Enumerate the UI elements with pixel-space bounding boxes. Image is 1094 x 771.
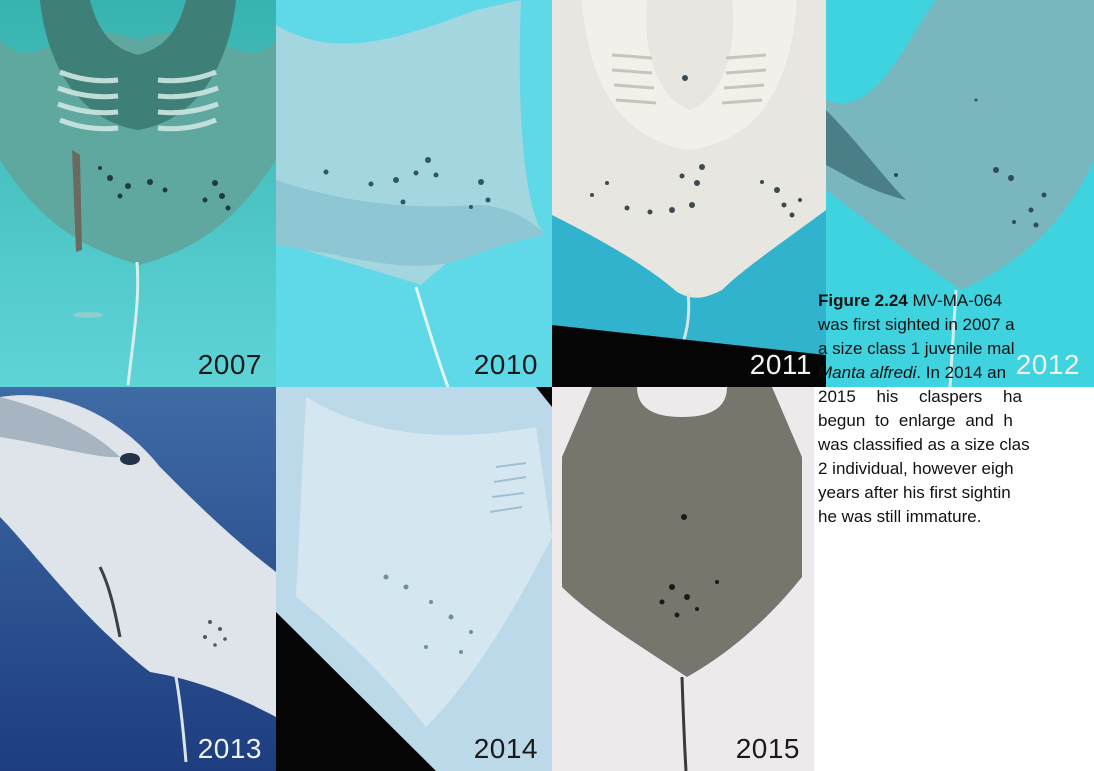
manta-ray-photo (0, 0, 276, 387)
photo-panel-2012: 2012 (826, 0, 1094, 387)
caption-line: begun to enlarge and h (818, 411, 1013, 430)
photo-panel-2014: 2014 (276, 387, 552, 771)
caption-line: 2 individual, however eigh (818, 459, 1014, 478)
manta-ray-photo (552, 387, 814, 771)
caption-line: he was still immature. (818, 507, 982, 526)
year-label: 2010 (473, 349, 538, 380)
photo-panel-2007: 2007 (0, 0, 276, 387)
manta-ray-photo (552, 0, 826, 387)
photo-panel-2015: 2015 (552, 387, 814, 771)
manta-ray-photo (0, 387, 276, 771)
manta-ray-photo (826, 0, 1094, 387)
photo-panel-2011: 2011 (552, 0, 826, 387)
figure-caption: Figure 2.24 MV-MA-064 was first sighted … (818, 289, 1090, 529)
caption-line: was first sighted in 2007 a (818, 315, 1015, 334)
caption-line: was classified as a size clas (818, 435, 1030, 454)
year-label: 2007 (197, 349, 262, 380)
year-label: 2015 (735, 733, 800, 764)
caption-line: 2015 his claspers ha (818, 387, 1022, 406)
caption-line: years after his first sightin (818, 483, 1011, 502)
year-label: 2013 (197, 733, 262, 764)
manta-ray-photo (276, 0, 552, 387)
figure-label: Figure 2.24 (818, 291, 908, 310)
year-label: 2011 (749, 349, 812, 380)
species-name: Manta alfredi (818, 363, 917, 382)
caption-line: a size class 1 juvenile mal (818, 339, 1015, 358)
photo-panel-2010: 2010 (276, 0, 552, 387)
year-label: 2012 (1015, 349, 1080, 380)
manta-ray-photo (276, 387, 552, 771)
year-label: 2014 (473, 733, 538, 764)
caption-line: Figure 2.24 MV-MA-064 (818, 291, 1003, 310)
photo-panel-2013: 2013 (0, 387, 276, 771)
caption-line: Manta alfredi. In 2014 an (818, 363, 1007, 382)
